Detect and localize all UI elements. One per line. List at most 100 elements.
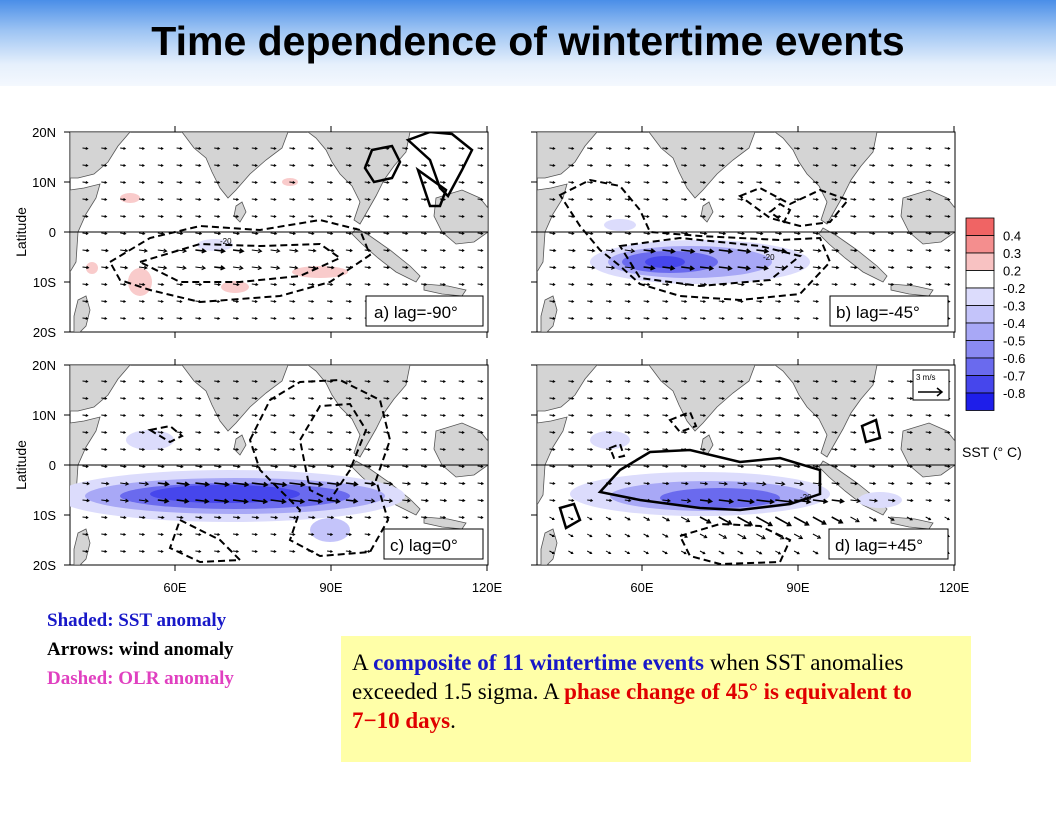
wind-vector [775,550,782,555]
wind-vector [364,430,371,434]
wind-vector [120,397,127,400]
wind-vector [421,198,428,201]
wind-vector [364,533,371,536]
wind-vector [157,198,164,201]
wind-vector [327,147,334,150]
wind-vector [680,550,687,555]
wind-vector [775,265,787,271]
wind-vector [195,533,202,536]
wind-vector [568,215,575,218]
wind-vector [232,231,240,236]
wind-vector [120,481,130,486]
wind-vector [176,396,183,400]
wind-vector [232,265,244,271]
wind-vector [232,414,240,417]
wind-vector [477,181,484,184]
wind-vector [568,198,575,201]
wind-vector [251,282,259,287]
wind-vector [270,498,287,505]
wind-vector [345,282,353,286]
wind-vector [402,265,409,269]
wind-vector [157,414,164,417]
wind-vector [120,550,127,553]
wind-vector [587,397,594,400]
wind-vector [270,147,277,150]
wind-vector [568,282,575,286]
wind-vector [568,300,575,303]
wind-vector [812,481,823,486]
wind-vector [718,164,725,167]
colorbar-bin [965,270,995,289]
lon-tick: 60E [630,580,653,595]
wind-vector [345,164,352,167]
wind-vector [120,282,127,286]
wind-vector [681,498,692,504]
wind-vector [439,431,446,434]
wind-vector [756,147,763,150]
wind-vector [251,448,258,451]
lat-tick: 20S [33,558,56,573]
wind-vector [421,147,428,150]
wind-vector [289,431,296,434]
wind-vector [120,265,129,270]
wind-vector [345,550,352,553]
wind-vector [327,198,334,201]
wind-vector [624,516,631,521]
wind-vector [794,282,801,287]
wind-vector [925,431,932,434]
wind-vector [775,198,782,201]
wind-vector [587,431,594,434]
wind-vector [794,164,801,167]
wind-vector [195,397,202,400]
wind-vector [793,550,800,555]
wind-vector [812,265,822,270]
wind-vector [101,317,108,320]
wind-vector [232,282,240,287]
wind-vector [737,431,744,434]
wind-vector [138,215,145,218]
wind-vector [270,397,277,400]
panel-a-map [70,132,488,332]
wind-vector [327,215,334,218]
wind-vector [364,396,371,400]
wind-vector [251,265,263,271]
wind-vector [232,380,240,383]
wind-vector [120,414,127,417]
wind-vector [101,515,108,519]
wind-vector [643,231,651,236]
wind-vector [662,300,669,303]
wind-vector [345,431,352,434]
wind-vector [587,215,594,218]
wind-vector [794,380,801,383]
wind-vector [458,380,465,383]
wind-vector [718,481,728,486]
wind-vector [775,300,782,303]
wind-vector [587,231,594,236]
wind-vector [289,265,299,270]
wind-vector [624,265,636,271]
wind-vector [176,146,183,150]
wind-vector [756,550,763,555]
wind-vector [925,181,932,184]
wind-vector [869,215,876,218]
lon-tick: 90E [319,580,342,595]
wind-vector [327,248,335,253]
wind-vector [831,448,838,451]
wind-vector [364,515,372,520]
wind-vector [718,414,725,417]
wind-vector [101,414,108,417]
wind-vector [643,396,650,400]
wind-vector [812,231,820,236]
wind-vector [624,465,631,468]
wind-vector [327,414,334,417]
panel-a-label: a) lag=-90° [374,303,458,322]
wind-vector [605,248,616,253]
wind-vector [157,481,170,487]
wind-vector [251,464,260,469]
wind-vector [605,448,612,451]
wind-vector [138,515,146,520]
wind-vector [549,482,556,485]
wind-vector [549,300,556,303]
wind-vector [232,498,249,505]
lon-tick: 120E [472,580,503,595]
